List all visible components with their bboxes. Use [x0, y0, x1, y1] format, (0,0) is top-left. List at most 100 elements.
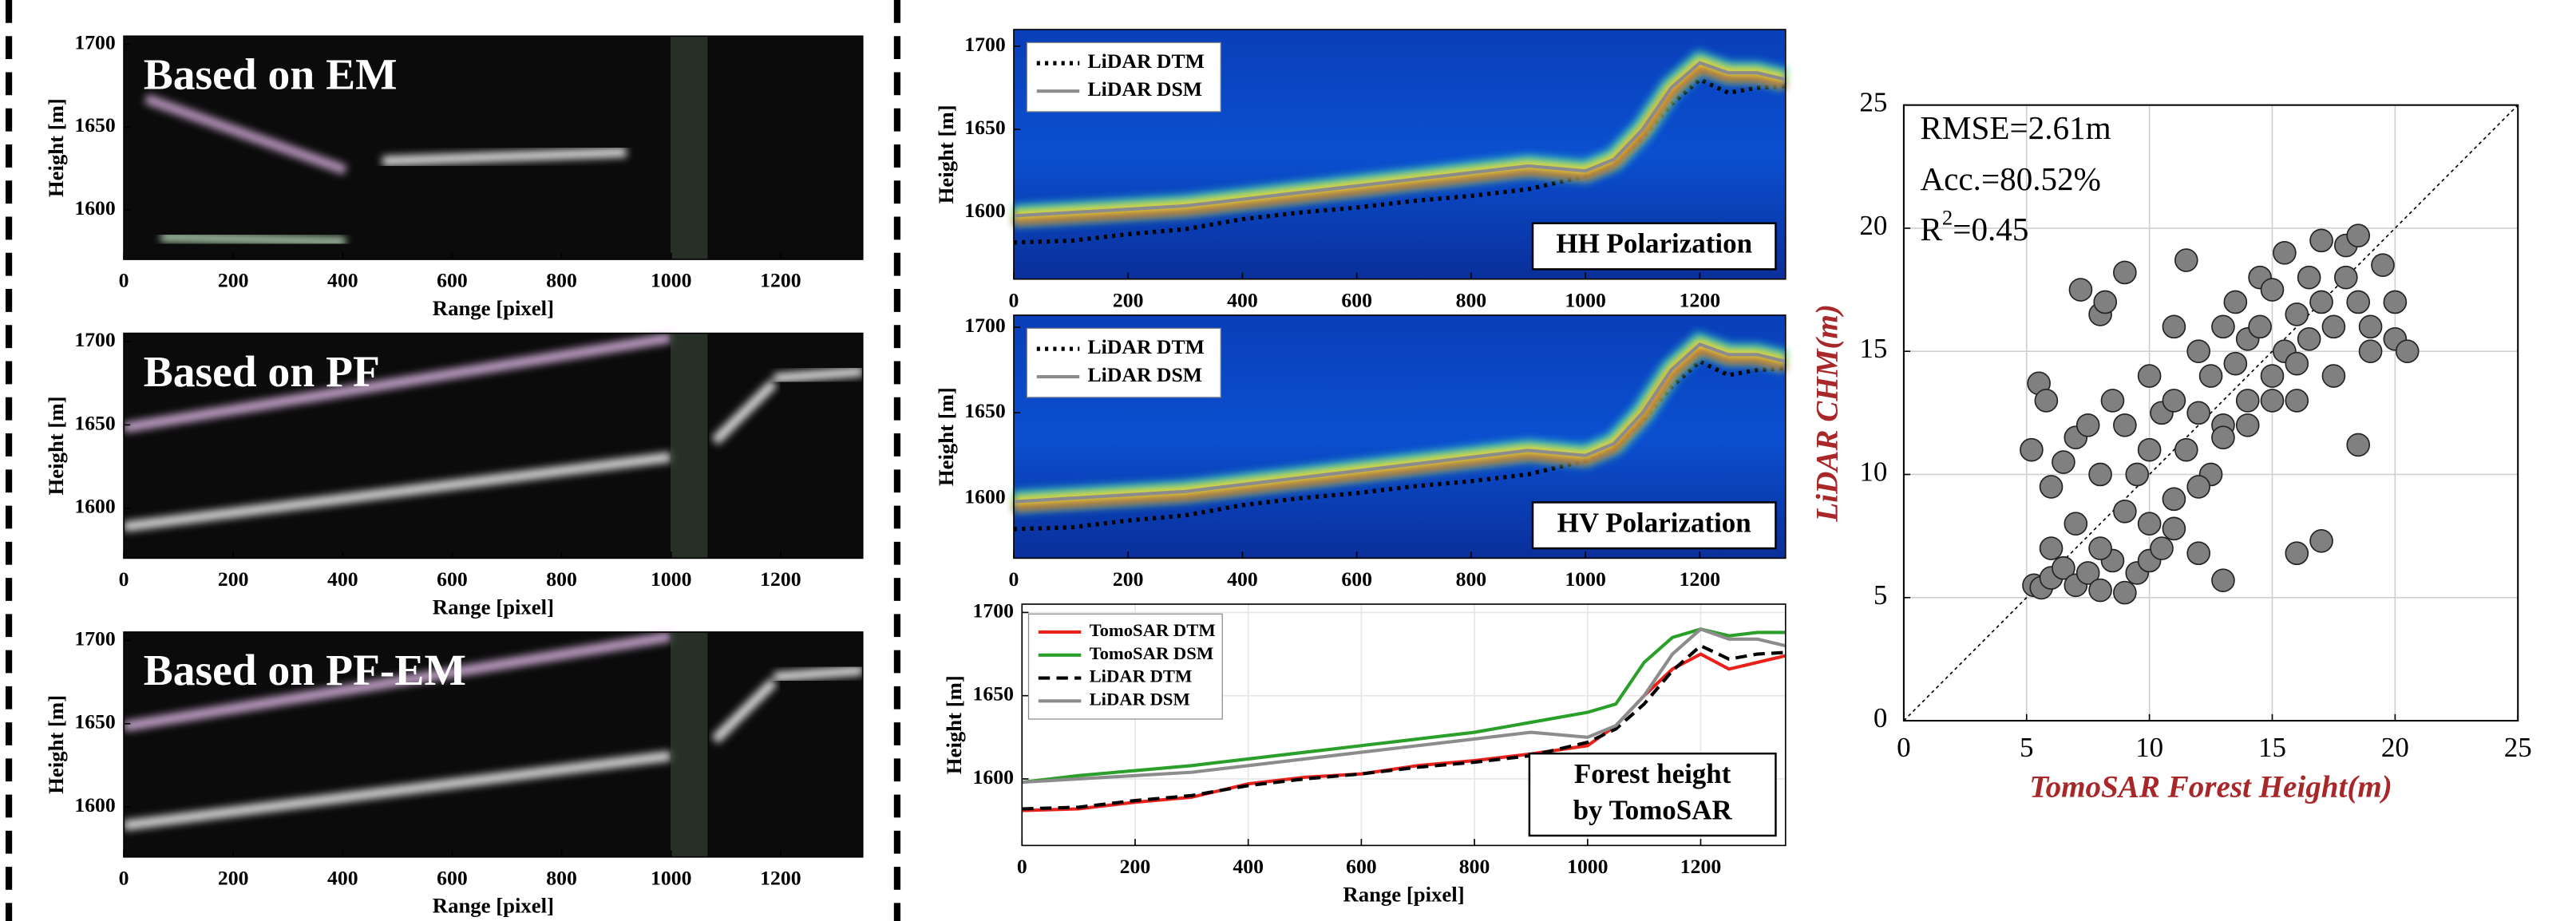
x-tick-label: 400: [327, 269, 358, 292]
scatter-point: [2113, 580, 2137, 605]
scatter-point: [2358, 314, 2383, 339]
image-texture: [382, 147, 627, 167]
scatter-point: [2186, 541, 2210, 566]
x-tick-label: 800: [546, 866, 577, 889]
legend-label: LiDAR DTM: [1090, 666, 1193, 686]
image-texture: [160, 231, 346, 247]
image-texture: [123, 333, 672, 433]
y-tick-label: 1600: [964, 484, 1005, 508]
image-texture: [123, 631, 672, 732]
annotation-box: [1528, 752, 1777, 837]
heat-band: [1013, 67, 1787, 225]
x-tick-label: 600: [437, 866, 468, 889]
scatter-point: [2020, 437, 2044, 462]
x-tick-label: 1200: [1680, 855, 1721, 878]
y-tick-label: 10: [1859, 457, 1887, 488]
x-tick-label: 200: [1113, 288, 1144, 311]
scatter-point: [2125, 462, 2150, 487]
x-axis-label: Range [pixel]: [433, 296, 554, 320]
scatter-point: [2186, 475, 2210, 499]
plot-frame: [123, 35, 864, 260]
x-tick-label: 1200: [1680, 288, 1720, 311]
x-tick-label: 600: [1346, 855, 1377, 878]
x-tick-label: 0: [1009, 288, 1019, 311]
x-tick-label: 0: [1897, 732, 1910, 763]
y-tick-label: 1700: [973, 599, 1014, 622]
image-texture: [671, 333, 708, 559]
scatter-point: [2137, 364, 2162, 388]
y-tick-label: 1650: [74, 113, 115, 136]
scatter-point: [2186, 339, 2210, 364]
x-tick-label: 1200: [760, 866, 801, 889]
y-tick-label: 1700: [74, 328, 115, 351]
scatter-point: [2223, 351, 2248, 376]
x-tick-label: 1200: [760, 269, 801, 292]
x-tick-label: 800: [546, 567, 577, 591]
scatter-point: [2052, 450, 2075, 474]
panel: 0 5 10 15 20 25 0 5 10 15 20 25 TomoSAR Forest Heigh…: [1810, 87, 2531, 804]
y-axis-label: Height [m]: [44, 396, 68, 495]
scatter-point: [2198, 364, 2223, 388]
x-axis-label: TomoSAR Forest Height(m): [2029, 769, 2392, 804]
image-texture: [711, 379, 778, 445]
x-tick-label: 1000: [651, 567, 691, 591]
scatter-point: [2235, 389, 2260, 413]
x-tick-label: 10: [2135, 732, 2163, 763]
x-tick-label: 400: [327, 567, 358, 591]
panel: 0 200 400 600 800 1000 1200 1600 1650 1700 Range […: [942, 599, 1787, 906]
x-tick-label: 15: [2258, 732, 2286, 763]
scatter-point: [2186, 401, 2210, 425]
series-line: [1022, 627, 1787, 785]
annotation-box: [1531, 222, 1777, 271]
y-axis-label: Height [m]: [44, 695, 68, 794]
y-tick-label: 1700: [74, 31, 115, 54]
annotation-part: =0.45: [1953, 211, 2028, 248]
x-tick-label: 1000: [1567, 855, 1608, 878]
panel: Based on PF 0 200 400 600 800 1000 1200 1600 1650…: [44, 328, 864, 619]
image-texture: [774, 665, 864, 682]
legend-box: [1026, 327, 1221, 398]
y-tick-label: 25: [1859, 87, 1887, 118]
legend-label: LiDAR DTM: [1088, 335, 1205, 358]
x-tick-label: 200: [218, 866, 249, 889]
legend-label: TomoSAR DSM: [1090, 643, 1214, 663]
series-line: [1013, 77, 1786, 245]
y-axis-label: Height [m]: [934, 387, 958, 486]
y-tick-label: 1600: [74, 793, 115, 816]
y-tick-label: 15: [1859, 333, 1887, 364]
y-tick-label: 0: [1874, 702, 1887, 733]
y-axis-label: Height [m]: [44, 98, 68, 197]
scatter-point: [2223, 290, 2248, 314]
x-tick-label: 800: [1459, 855, 1490, 878]
one-to-one-line: [1903, 105, 2519, 721]
y-tick-label: 1650: [74, 710, 115, 733]
legend-label: LiDAR DSM: [1088, 363, 1203, 386]
image-texture: [123, 750, 671, 831]
y-tick-label: 1600: [964, 199, 1005, 222]
x-tick-label: 200: [1120, 855, 1151, 878]
annotation-part: R: [1920, 211, 1942, 248]
y-axis-label: Height [m]: [942, 675, 966, 774]
x-axis-label: Range [pixel]: [1343, 882, 1464, 906]
scatter-point: [2211, 314, 2235, 339]
scatter-point: [2371, 253, 2395, 278]
x-tick-label: 800: [1456, 567, 1487, 591]
scatter-point: [2333, 265, 2358, 290]
scatter-point: [2309, 290, 2333, 314]
plot-frame: [1013, 314, 1787, 559]
x-tick-label: 0: [1017, 855, 1027, 878]
annotation-box: [1531, 501, 1777, 550]
y-tick-label: 1600: [74, 196, 115, 219]
y-tick-label: 1700: [74, 627, 115, 650]
image-texture: [671, 631, 708, 857]
image-texture: [144, 93, 347, 175]
scatter-point: [2174, 248, 2198, 272]
scatter-point: [2162, 487, 2186, 512]
plot-frame: [123, 631, 864, 858]
x-tick-label: 400: [1233, 855, 1264, 878]
scatter-point: [2052, 555, 2075, 580]
x-tick-label: 800: [1456, 288, 1487, 311]
x-tick-label: 600: [437, 269, 468, 292]
image-texture: [711, 678, 778, 744]
